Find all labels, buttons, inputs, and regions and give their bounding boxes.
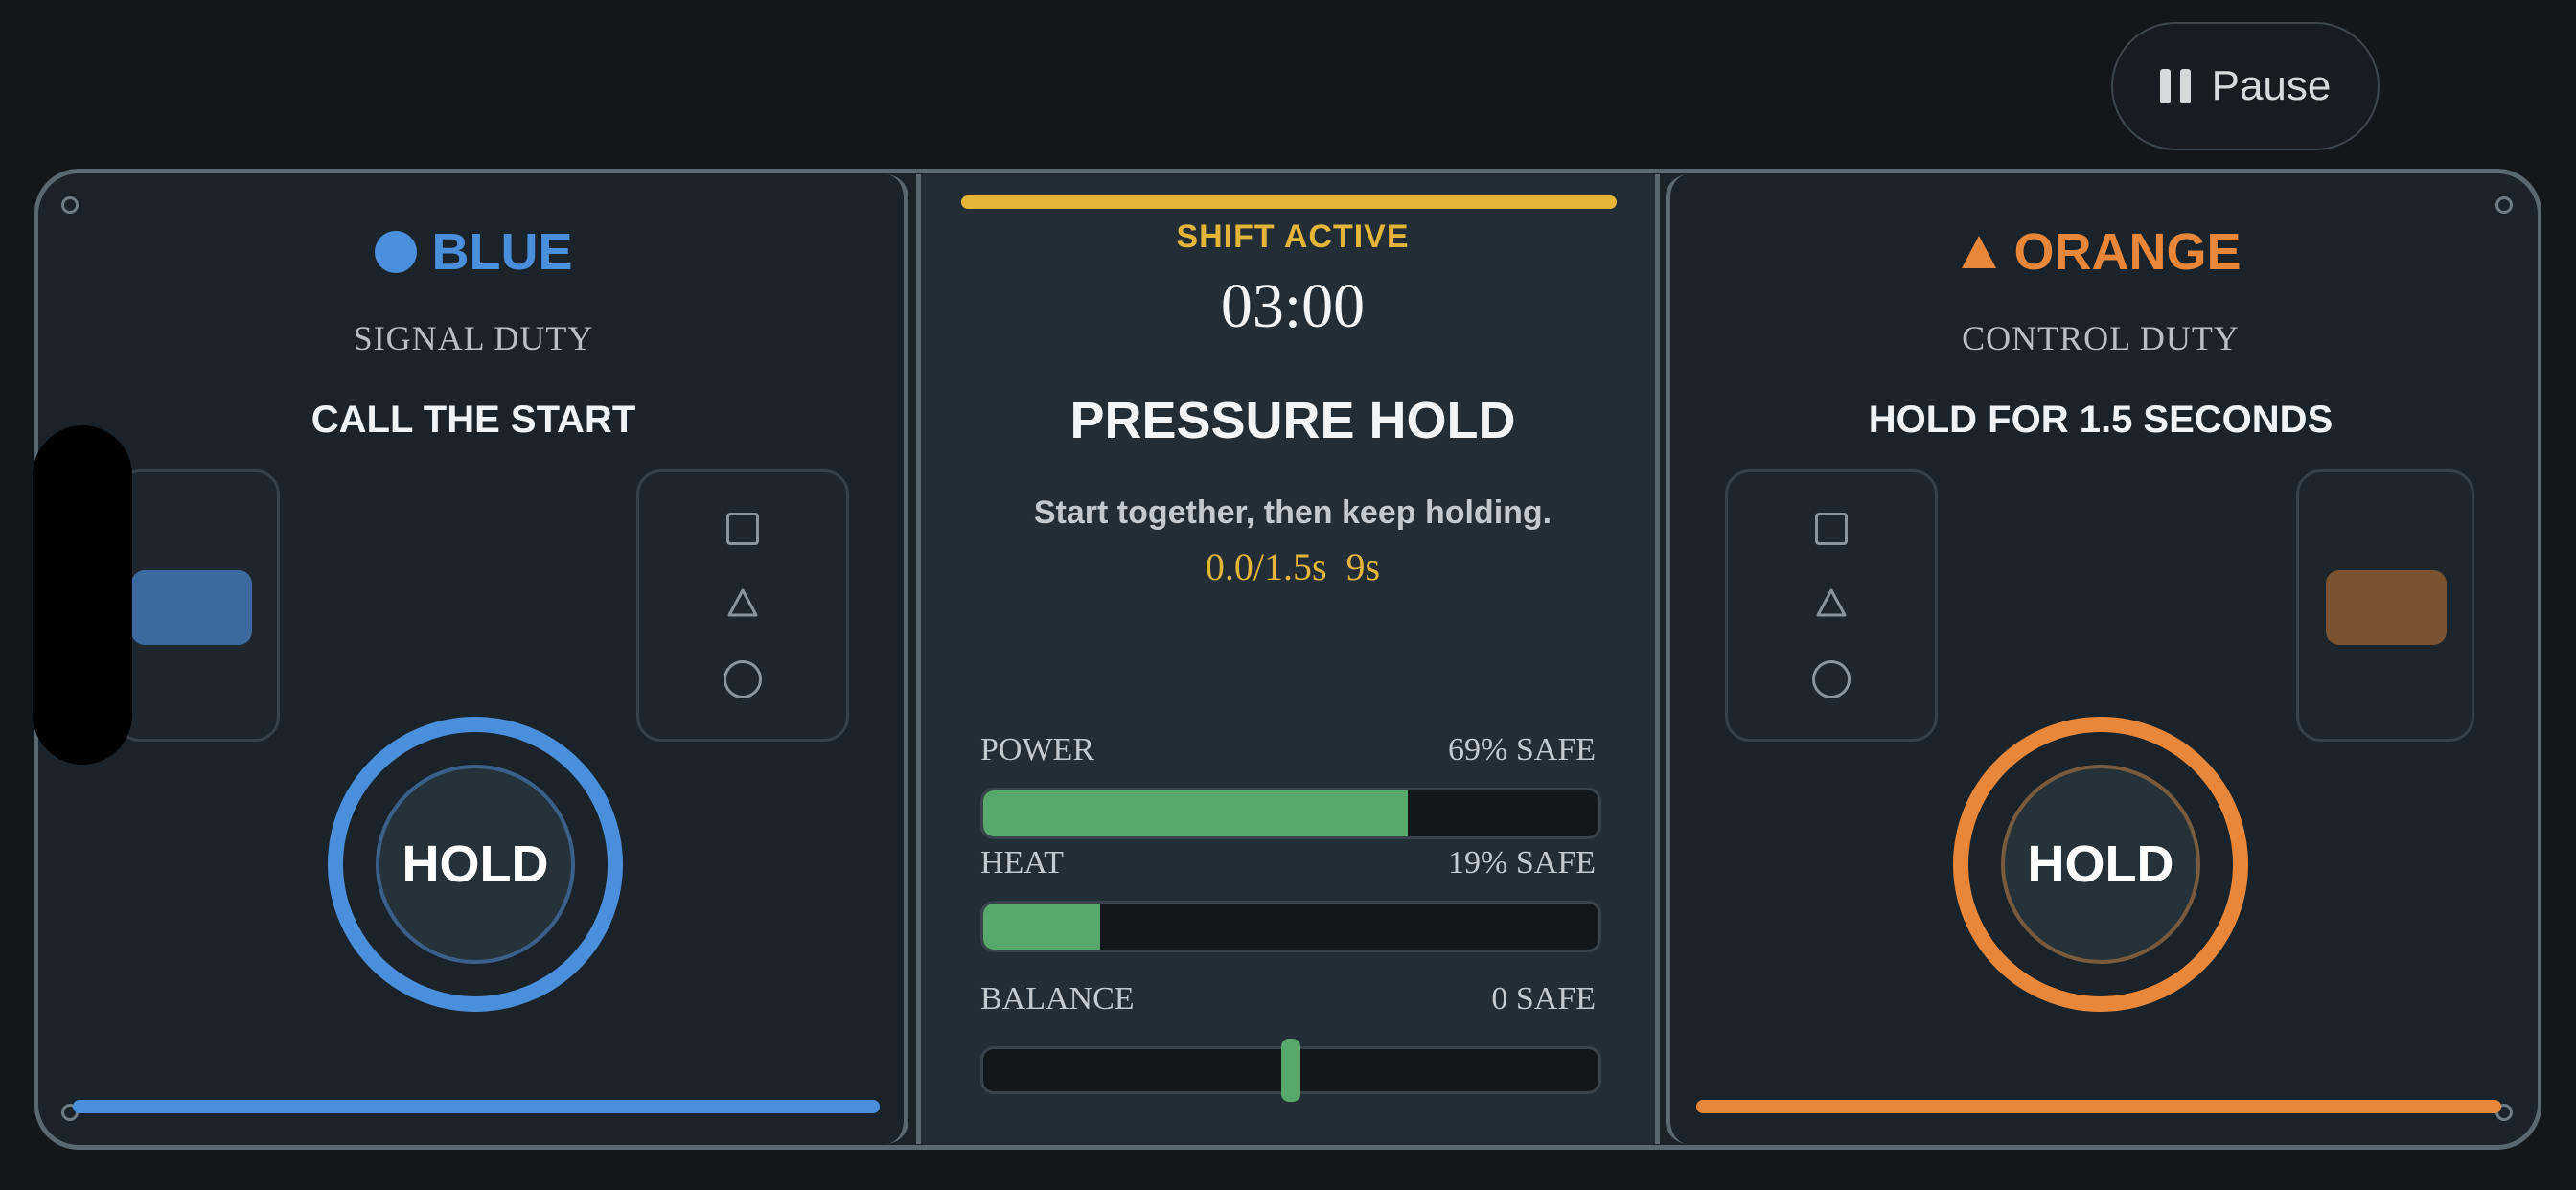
screw-icon — [61, 196, 79, 214]
pause-button[interactable]: Pause — [2111, 22, 2380, 150]
orange-input-slot — [2296, 469, 2474, 742]
circle-icon[interactable] — [1812, 660, 1851, 699]
pause-label: Pause — [2211, 62, 2332, 109]
blue-hold-button[interactable]: HOLD — [328, 717, 623, 1012]
triangle-icon — [1962, 236, 1997, 268]
orange-task-text: HOLD FOR 1.5 SECONDS — [1868, 399, 2334, 441]
blue-duty-label: SIGNAL DUTY — [353, 319, 594, 357]
side-drag-handle[interactable] — [33, 425, 132, 765]
balance-label: BALANCE — [980, 981, 1135, 1017]
orange-team-name: ORANGE — [2013, 223, 2242, 281]
triangle-icon[interactable] — [726, 586, 759, 619]
shift-timer: 03:00 — [1220, 271, 1366, 341]
square-icon[interactable] — [726, 512, 759, 545]
circle-icon[interactable] — [724, 660, 762, 699]
orange-hold-button[interactable]: HOLD — [1953, 717, 2248, 1012]
orange-team-strip — [1696, 1100, 2501, 1113]
blue-team-name: BLUE — [431, 223, 573, 281]
hold-progress-readout: 0.0/1.5s 9s — [1205, 545, 1381, 588]
screw-icon — [2496, 196, 2513, 214]
heat-label: HEAT — [980, 845, 1064, 881]
blue-input-slot — [115, 469, 280, 742]
orange-team-title: ORANGE — [1666, 222, 2536, 282]
blue-signal-chip[interactable] — [131, 570, 252, 645]
orange-hold-label: HOLD — [2001, 765, 2200, 964]
power-meter — [980, 788, 1601, 839]
heat-value: 19% SAFE — [1448, 845, 1596, 881]
shift-status: SHIFT ACTIVE — [1176, 218, 1410, 255]
heat-meter-fill — [983, 904, 1100, 950]
power-value: 69% SAFE — [1448, 732, 1596, 767]
blue-team-title: BLUE — [38, 222, 908, 282]
orange-control-chip[interactable] — [2326, 570, 2447, 645]
mode-title: PRESSURE HOLD — [1070, 392, 1516, 449]
balance-marker — [1281, 1039, 1300, 1102]
blue-hold-label: HOLD — [376, 765, 575, 964]
power-label: POWER — [980, 732, 1094, 767]
power-meter-fill — [983, 790, 1408, 836]
mode-instruction: Start together, then keep holding. — [1033, 494, 1552, 531]
square-icon[interactable] — [1815, 512, 1848, 545]
orange-duty-label: CONTROL DUTY — [1962, 319, 2240, 357]
blue-shape-selector — [636, 469, 849, 742]
circle-icon — [374, 231, 417, 273]
pause-icon — [2159, 69, 2191, 103]
balance-value: 0 SAFE — [1491, 981, 1596, 1017]
triangle-icon[interactable] — [1815, 586, 1848, 619]
blue-task-text: CALL THE START — [310, 399, 636, 441]
blue-team-strip — [73, 1100, 880, 1113]
orange-shape-selector — [1725, 469, 1938, 742]
center-status-panel: SHIFT ACTIVE 03:00 PRESSURE HOLD Start t… — [916, 174, 1660, 1144]
shift-progress-strip — [961, 195, 1617, 209]
heat-meter — [980, 901, 1601, 952]
